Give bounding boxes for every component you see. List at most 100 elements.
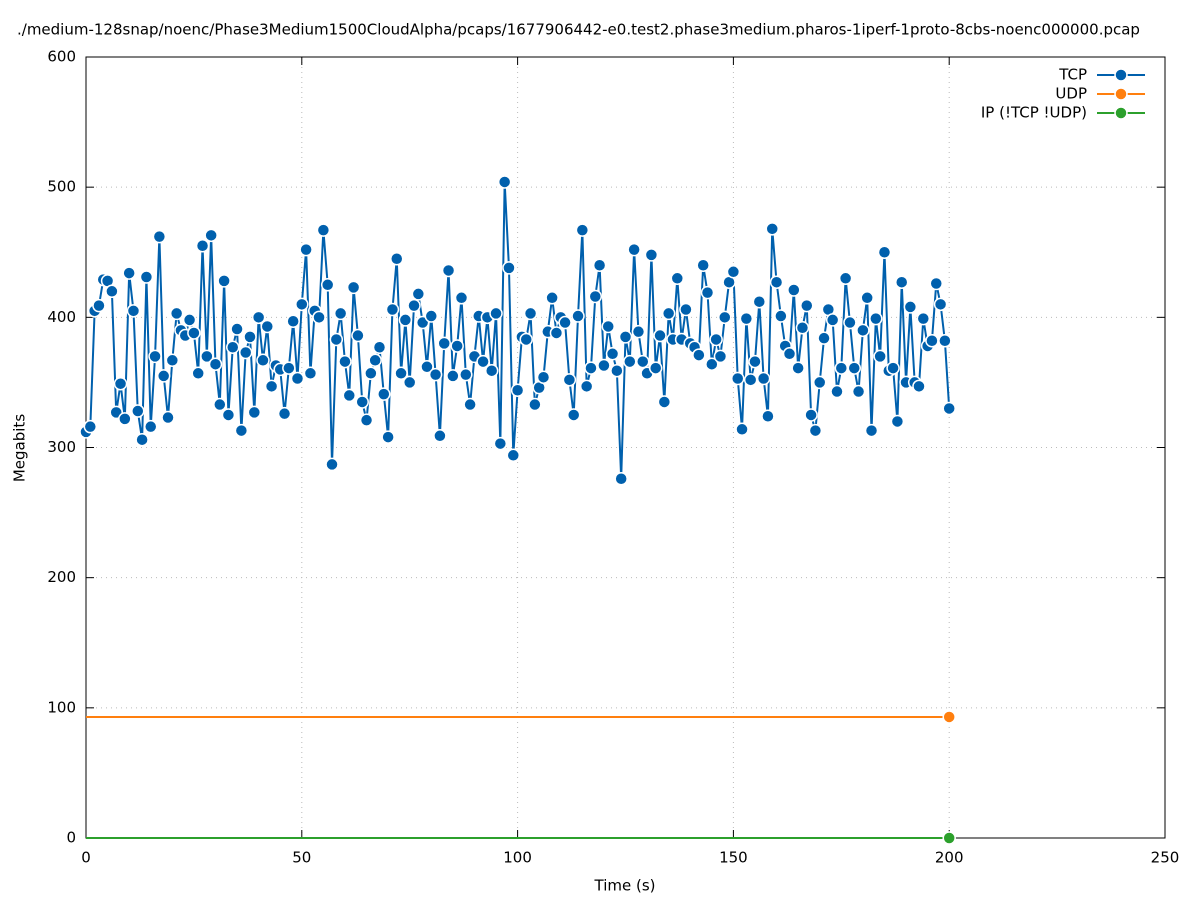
data-point [290, 371, 305, 386]
data-point [493, 436, 508, 451]
data-point [942, 401, 956, 416]
data-point [653, 328, 667, 343]
x-axis-label: Time (s) [594, 877, 656, 895]
data-point [303, 366, 318, 381]
data-point [277, 406, 292, 421]
data-point [864, 423, 879, 438]
data-point [316, 223, 331, 237]
data-point [152, 229, 167, 244]
data-point [342, 388, 357, 403]
data-point [463, 397, 477, 412]
data-point [584, 361, 598, 375]
data-point [260, 319, 275, 334]
x-tick-label: 50 [292, 849, 311, 867]
data-point [843, 315, 857, 330]
data-point [938, 334, 952, 348]
data-point [394, 366, 408, 381]
data-point [860, 291, 874, 305]
data-point [679, 302, 693, 317]
data-point [441, 263, 456, 278]
data-point [761, 409, 775, 424]
y-tick-label: 0 [66, 829, 76, 847]
data-point [834, 361, 849, 375]
data-point [942, 710, 956, 724]
data-point [636, 354, 650, 369]
data-point [873, 349, 887, 364]
data-point [562, 373, 577, 387]
data-point [851, 384, 866, 399]
data-point [661, 306, 676, 321]
data-point [131, 404, 145, 418]
data-point [187, 326, 201, 340]
legend-marker [1114, 68, 1128, 82]
y-tick-label: 500 [47, 178, 76, 196]
data-point [782, 347, 797, 361]
data-point [614, 471, 628, 486]
data-point [428, 367, 443, 382]
y-axis-label: Megabits [11, 414, 29, 482]
data-point [234, 423, 249, 438]
data-point [748, 354, 762, 369]
data-point [588, 289, 603, 304]
data-point [420, 360, 434, 374]
data-point [264, 379, 279, 394]
data-point [523, 306, 538, 321]
data-point [165, 353, 180, 368]
data-point [765, 222, 779, 236]
data-point [506, 448, 521, 463]
data-point [838, 271, 853, 286]
data-point [739, 311, 754, 326]
data-point [299, 242, 313, 257]
data-point [459, 367, 473, 382]
data-point [217, 274, 231, 288]
x-tick-label: 0 [81, 849, 91, 867]
data-point [825, 313, 840, 327]
data-point [644, 248, 659, 262]
data-point [251, 310, 266, 325]
data-point [648, 361, 663, 375]
data-point [437, 336, 451, 351]
data-point [221, 408, 236, 422]
data-point [122, 266, 136, 280]
data-point [364, 366, 378, 381]
data-point [489, 306, 503, 321]
data-point [847, 361, 861, 375]
data-point [372, 340, 387, 355]
data-point [812, 375, 827, 390]
data-point [536, 370, 551, 384]
data-point [346, 280, 361, 295]
data-point [631, 324, 646, 339]
data-point [135, 432, 149, 447]
data-point [774, 309, 788, 323]
data-point [225, 340, 240, 355]
y-tick-label: 200 [47, 568, 76, 586]
data-point [769, 275, 784, 289]
data-point [618, 330, 633, 344]
data-point [705, 357, 719, 371]
legend-label: UDP [1055, 85, 1087, 103]
data-point [804, 408, 818, 422]
data-point [454, 291, 469, 305]
data-point [545, 291, 559, 305]
data-point [808, 423, 823, 438]
data-point [238, 345, 253, 360]
data-point [894, 275, 909, 289]
data-point [519, 332, 533, 347]
data-point [355, 395, 369, 409]
data-point [113, 376, 128, 391]
data-point [424, 309, 439, 323]
data-point [105, 284, 119, 299]
data-point [312, 310, 326, 325]
legend-label: IP (!TCP !UDP) [981, 104, 1087, 122]
data-point [411, 287, 426, 301]
data-point [696, 258, 710, 273]
data-point [390, 252, 404, 266]
data-point [247, 405, 262, 420]
data-point [743, 373, 758, 387]
data-point [670, 271, 685, 286]
legend-marker [1114, 106, 1128, 120]
data-point [295, 297, 309, 312]
data-point [571, 309, 585, 323]
